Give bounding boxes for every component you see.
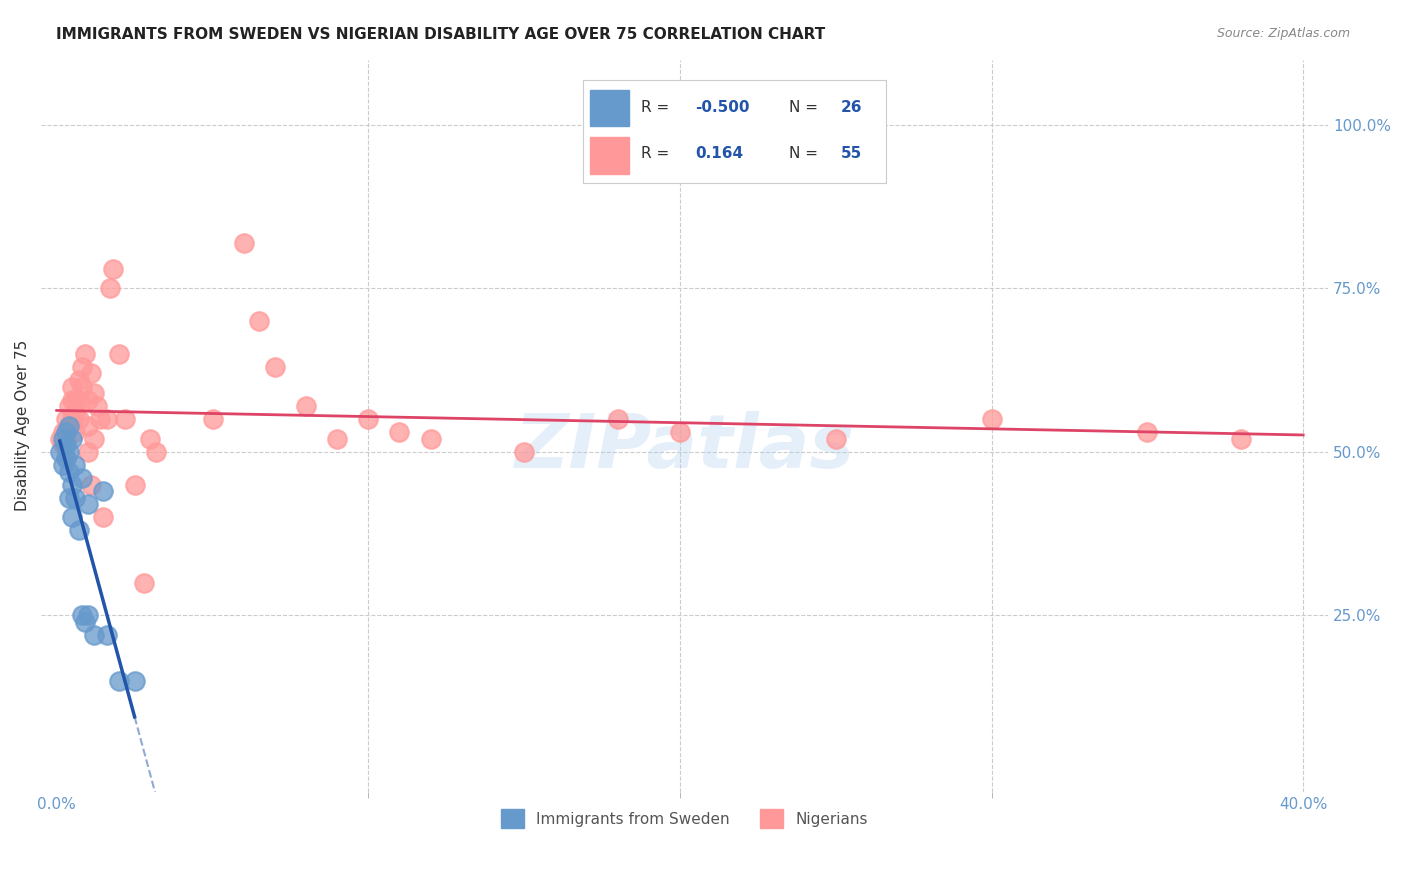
Point [67,392,90,407]
Point [70,359,93,374]
Text: R =: R = [641,100,673,115]
Point [55,432,77,446]
Point [70,608,93,623]
Point [58,445,80,459]
Point [132,575,155,590]
Point [65,458,87,472]
Point [1136,425,1159,440]
Point [60,477,83,491]
Point [67,412,90,426]
Point [83,628,105,642]
Text: N =: N = [789,146,823,161]
Point [108,673,131,688]
Point [52,425,75,440]
Point [67,373,90,387]
Point [58,465,80,479]
Point [65,491,87,505]
Point [357,412,380,426]
Text: N =: N = [789,100,823,115]
Point [263,359,285,374]
Point [232,235,254,250]
Text: R =: R = [641,146,673,161]
Point [114,412,136,426]
Point [124,673,146,688]
Point [669,425,692,440]
Point [96,412,118,426]
Point [295,399,318,413]
Point [80,367,103,381]
Point [824,432,846,446]
Point [419,432,441,446]
Point [76,392,98,407]
Point [60,432,83,446]
Point [58,491,80,505]
Point [76,418,98,433]
Point [89,412,111,426]
Point [55,451,77,466]
Point [83,386,105,401]
Point [49,432,72,446]
Legend: Immigrants from Sweden, Nigerians: Immigrants from Sweden, Nigerians [494,802,876,836]
FancyBboxPatch shape [589,136,628,174]
Point [65,392,87,407]
Point [70,379,93,393]
Point [93,510,115,524]
Point [108,347,131,361]
Point [52,458,75,472]
Point [55,438,77,452]
Point [98,281,121,295]
Text: Source: ZipAtlas.com: Source: ZipAtlas.com [1216,27,1350,40]
Y-axis label: Disability Age Over 75: Disability Age Over 75 [15,340,30,511]
Point [145,445,167,459]
Point [58,418,80,433]
Point [1230,432,1253,446]
Point [124,477,146,491]
Point [70,471,93,485]
Point [513,445,536,459]
Point [55,451,77,466]
Point [96,628,118,642]
Point [980,412,1002,426]
Point [73,347,96,361]
Point [52,438,75,452]
Point [52,432,75,446]
Point [86,399,108,413]
Point [76,497,98,511]
Text: 0.164: 0.164 [696,146,744,161]
Point [49,445,72,459]
Point [80,477,103,491]
Text: ZIPatlas: ZIPatlas [515,411,855,484]
FancyBboxPatch shape [589,89,628,127]
Point [58,399,80,413]
Text: 26: 26 [841,100,862,115]
Point [93,484,115,499]
Point [55,412,77,426]
Point [201,412,224,426]
Point [65,425,87,440]
Point [60,510,83,524]
Point [58,418,80,433]
Point [60,412,83,426]
Point [65,406,87,420]
Point [55,425,77,440]
Point [76,445,98,459]
Point [388,425,411,440]
Point [67,524,90,538]
Text: 55: 55 [841,146,862,161]
Point [606,412,628,426]
Point [76,608,98,623]
Point [83,432,105,446]
Point [73,615,96,629]
Point [60,392,83,407]
Point [326,432,349,446]
Text: IMMIGRANTS FROM SWEDEN VS NIGERIAN DISABILITY AGE OVER 75 CORRELATION CHART: IMMIGRANTS FROM SWEDEN VS NIGERIAN DISAB… [56,27,825,42]
Point [247,314,270,328]
Text: -0.500: -0.500 [696,100,749,115]
Point [101,261,124,276]
Point [60,379,83,393]
Point [139,432,162,446]
